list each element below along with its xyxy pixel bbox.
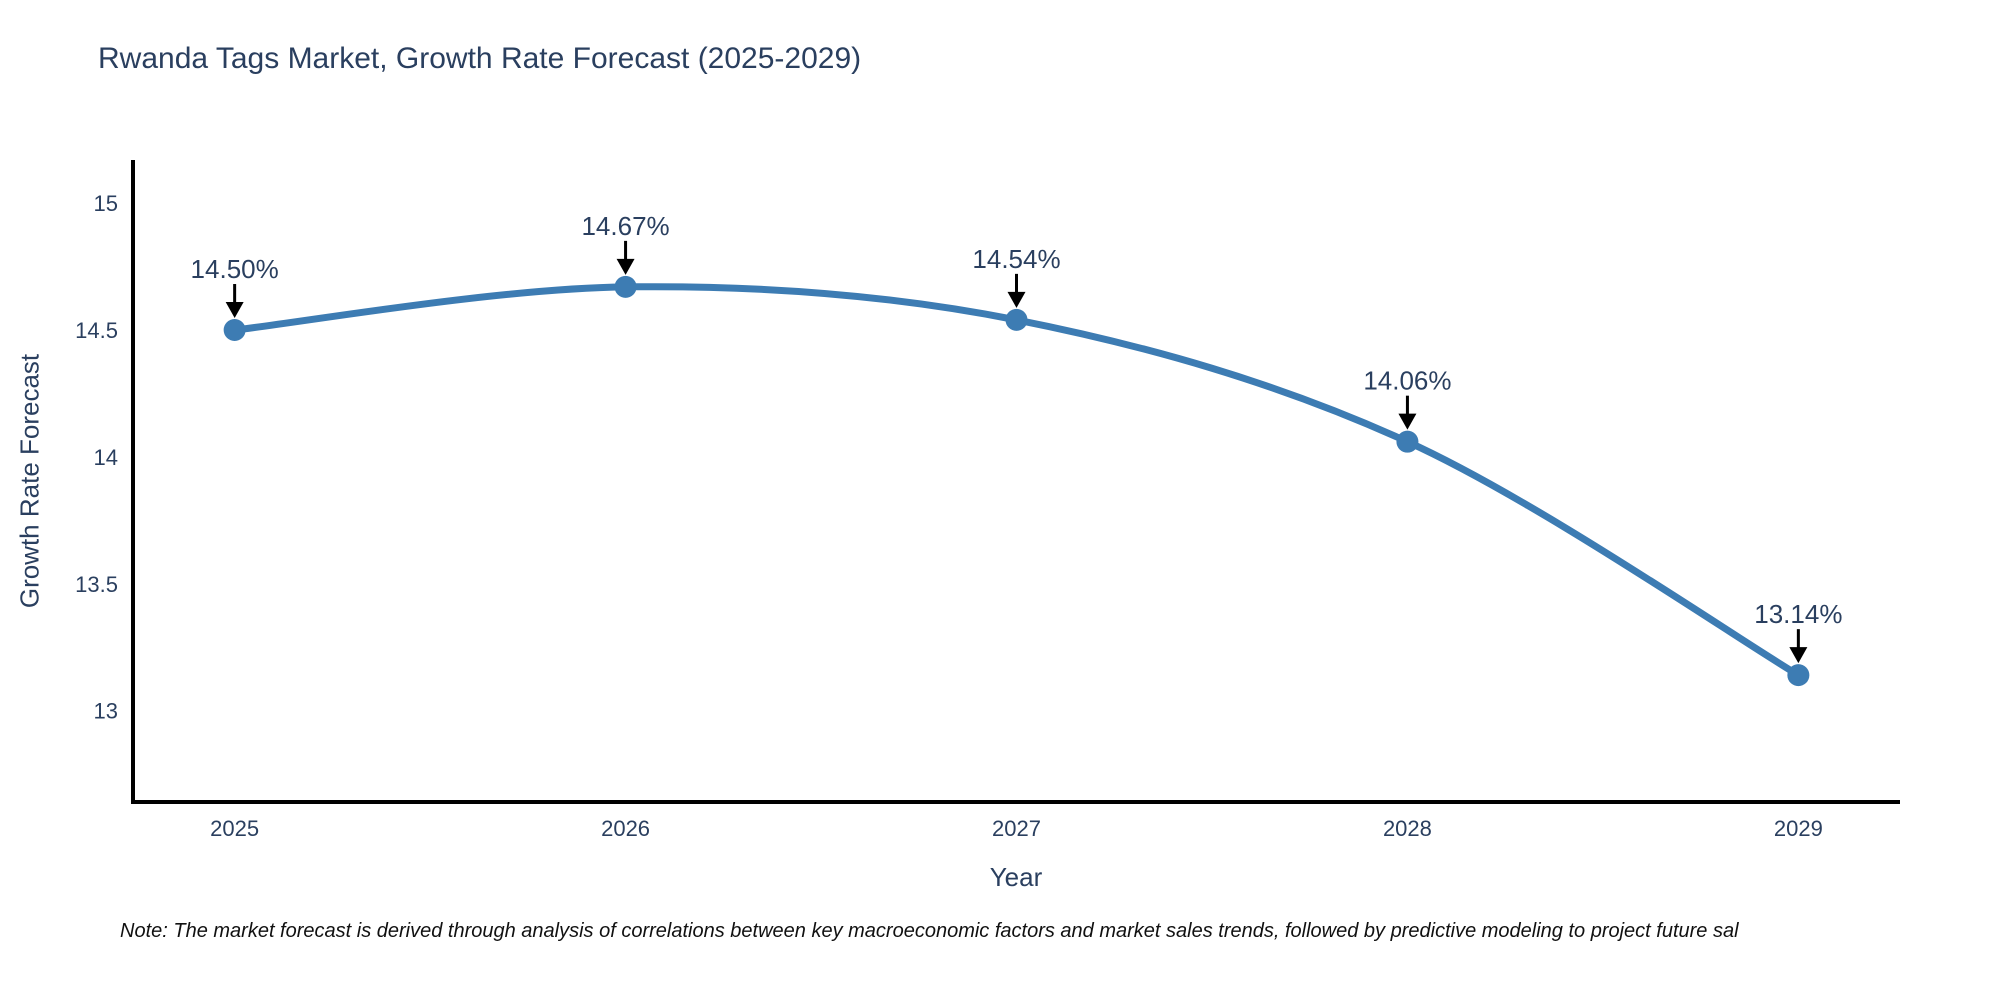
annotation-arrowhead bbox=[1789, 647, 1808, 664]
data-point-label: 13.14% bbox=[1754, 599, 1842, 629]
y-axis-title: Growth Rate Forecast bbox=[14, 353, 45, 609]
x-tick-label: 2027 bbox=[992, 816, 1041, 841]
x-tick-label: 2028 bbox=[1383, 816, 1432, 841]
data-point-marker bbox=[223, 319, 246, 342]
data-point-marker bbox=[614, 275, 637, 298]
data-point-label: 14.06% bbox=[1363, 366, 1451, 396]
y-tick-label: 13.5 bbox=[75, 572, 118, 597]
annotation-arrowhead bbox=[616, 258, 635, 275]
x-tick-label: 2029 bbox=[1774, 816, 1823, 841]
y-tick-label: 14 bbox=[94, 445, 118, 470]
annotation-arrowhead bbox=[1007, 291, 1026, 308]
annotation-arrowhead bbox=[1398, 413, 1417, 430]
y-tick-label: 15 bbox=[94, 191, 118, 216]
chart-title: Rwanda Tags Market, Growth Rate Forecast… bbox=[98, 42, 862, 75]
data-point-label: 14.50% bbox=[191, 254, 279, 284]
annotation-arrowhead bbox=[225, 302, 244, 319]
data-point-marker bbox=[1787, 664, 1810, 687]
footnote-text: Note: The market forecast is derived thr… bbox=[120, 920, 1739, 942]
x-tick-label: 2025 bbox=[210, 816, 259, 841]
y-tick-label: 13 bbox=[94, 699, 118, 724]
x-axis-title: Year bbox=[989, 862, 1043, 892]
data-point-label: 14.67% bbox=[581, 211, 669, 241]
y-tick-label: 14.5 bbox=[75, 318, 118, 343]
x-tick-label: 2026 bbox=[601, 816, 650, 841]
data-point-marker bbox=[1005, 308, 1028, 331]
data-point-marker bbox=[1396, 430, 1419, 453]
trend-line bbox=[231, 283, 1802, 679]
data-point-label: 14.54% bbox=[972, 244, 1060, 274]
